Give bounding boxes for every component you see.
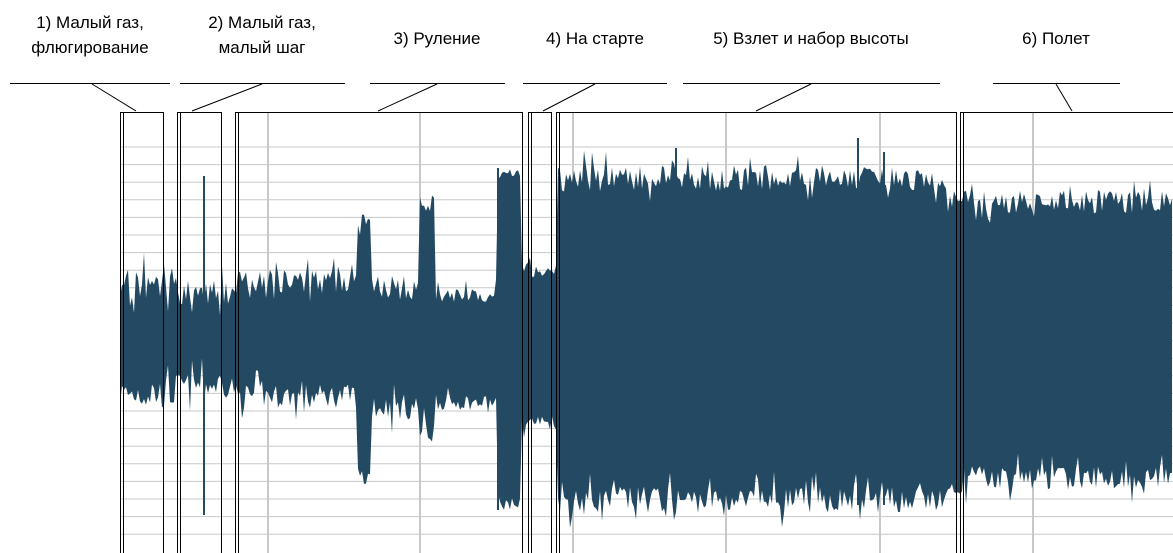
label-leader-lines (10, 83, 1120, 112)
leader-pointer-1 (91, 83, 137, 112)
segment-label-2-line-1: 2) Малый газ, (208, 13, 316, 32)
segment-label-6: 6) Полет (1022, 29, 1090, 48)
leader-pointer-5 (755, 83, 812, 112)
phase-frames (120, 112, 1173, 553)
phase-frame-3 (235, 112, 523, 553)
phase-frame-5 (556, 112, 957, 553)
segment-label-1-line-1: 1) Малый газ, (36, 13, 144, 32)
segment-label-1: 1) Малый газ, флюгирование (31, 13, 149, 57)
segment-label-1-line-2: флюгирование (31, 38, 149, 57)
segment-label-3: 3) Руление (393, 29, 480, 48)
segment-label-2: 2) Малый газ, малый шаг (208, 13, 316, 57)
audio-waveform (120, 138, 1172, 528)
phase-frame-6 (960, 112, 1173, 553)
segment-label-2-line-2: малый шаг (219, 38, 306, 57)
segment-label-5: 5) Взлет и набор высоты (713, 29, 909, 48)
leader-pointer-4 (542, 83, 596, 112)
phase-frame-1 (120, 112, 164, 553)
phase-frame-2 (177, 112, 222, 553)
phase-frame-4 (528, 112, 552, 553)
leader-pointer-2 (191, 83, 263, 112)
segment-label-4: 4) На старте (546, 29, 644, 48)
waveform-envelope (120, 150, 1172, 528)
leader-pointer-6 (1055, 83, 1073, 112)
leader-pointer-3 (377, 83, 438, 112)
